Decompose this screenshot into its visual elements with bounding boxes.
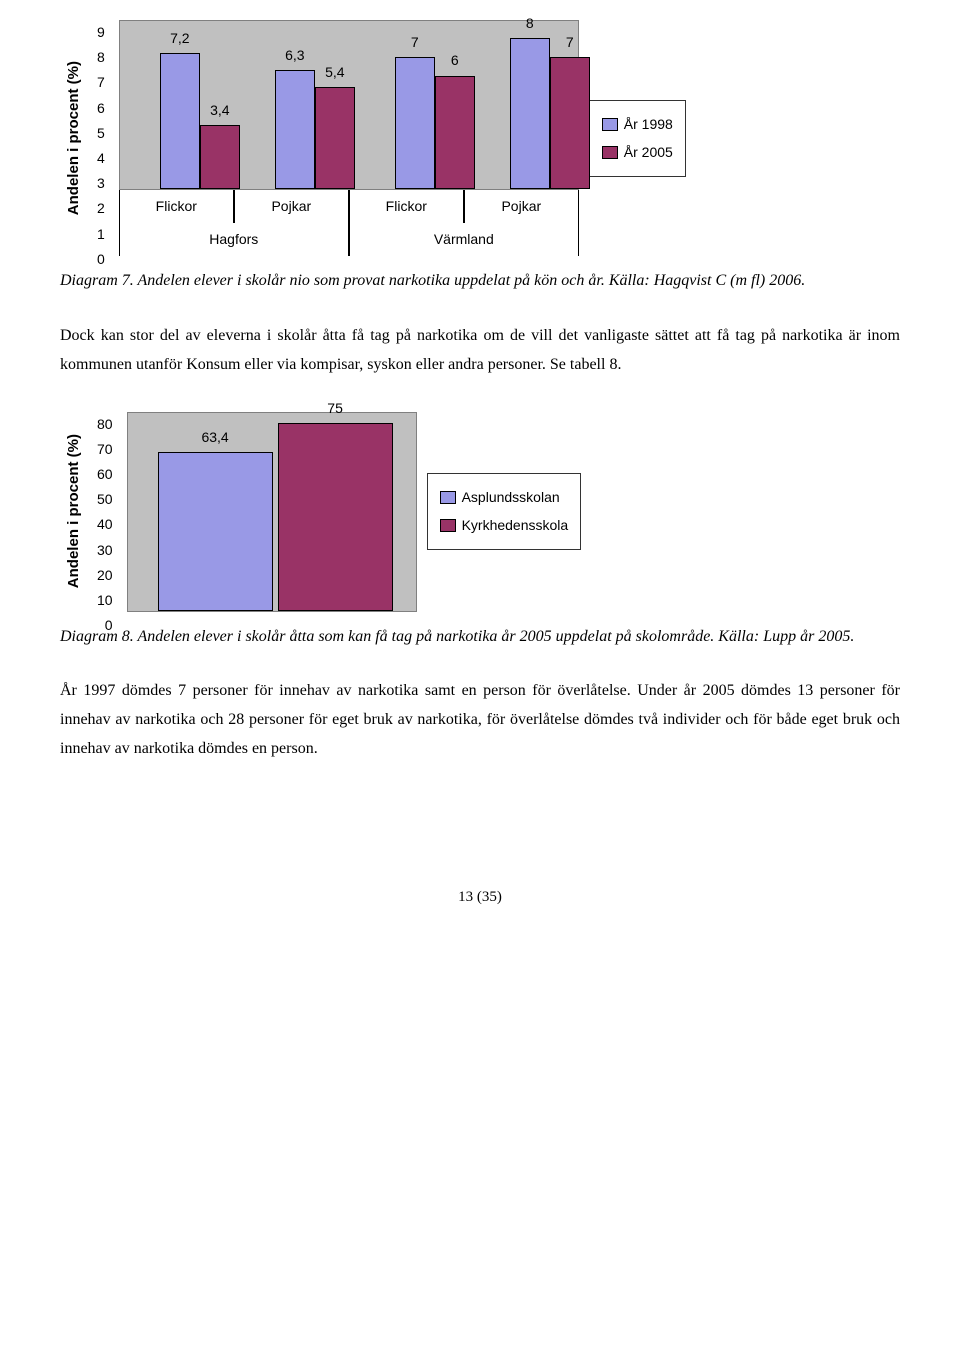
chart1-legend: År 1998 År 2005 (589, 100, 686, 177)
page-number: 13 (35) (60, 884, 900, 911)
chart1-category-label: Pojkar (464, 190, 579, 223)
chart1-bar (510, 38, 550, 189)
chart1-yticks: 9876543210 (97, 20, 109, 190)
paragraph-1: Dock kan stor del av eleverna i skolår å… (60, 322, 900, 380)
chart2-legend: Asplundsskolan Kyrkhedensskola (427, 473, 582, 550)
chart2-legend-item: Asplundsskolan (440, 485, 569, 510)
legend-swatch (602, 146, 618, 159)
legend-label: År 1998 (624, 112, 673, 137)
legend-label: Asplundsskolan (462, 485, 560, 510)
chart1-bar (200, 125, 240, 189)
chart1-plot: 7,23,46,35,47687 (119, 20, 579, 190)
chart1-category-label: Flickor (349, 190, 464, 223)
legend-label: Kyrkhedensskola (462, 513, 569, 538)
chart1-bar-label: 8 (526, 11, 534, 36)
caption-2: Diagram 8. Andelen elever i skolår åtta … (60, 624, 900, 650)
chart2-bar-label: 75 (327, 396, 343, 421)
chart1-category-label: Flickor (119, 190, 234, 223)
chart1-group-label: Hagfors (119, 223, 349, 256)
legend-label: År 2005 (624, 140, 673, 165)
chart2-yticks: 80706050403020100 (97, 412, 117, 612)
chart1-bar (435, 76, 475, 189)
caption-1: Diagram 7. Andelen elever i skolår nio s… (60, 268, 900, 294)
chart1-legend-item: År 2005 (602, 140, 673, 165)
chart1-bar (160, 53, 200, 189)
chart-2: Andelen i procent (%) 80706050403020100 … (60, 412, 900, 612)
chart-1: Andelen i procent (%) 9876543210 7,2 3,4 6… (60, 20, 900, 256)
chart1-bar (550, 57, 590, 189)
chart2-legend-item: Kyrkhedensskola (440, 513, 569, 538)
chart1-bar-label: 3,4 (210, 98, 229, 123)
chart1-ylabel: Andelen i procent (%) (60, 61, 87, 215)
chart1-bar-label: 7,2 (170, 26, 189, 51)
chart2-bar (278, 423, 393, 611)
chart1-bar (395, 57, 435, 189)
chart1-group-label: Värmland (349, 223, 579, 256)
chart1-legend-item: År 1998 (602, 112, 673, 137)
chart1-category-label: Pojkar (234, 190, 349, 223)
chart2-ylabel: Andelen i procent (%) (60, 434, 87, 588)
chart1-bar (275, 70, 315, 189)
chart1-bar-label: 7 (566, 30, 574, 55)
paragraph-2: År 1997 dömdes 7 personer för innehav av… (60, 677, 900, 763)
chart1-bar (315, 87, 355, 189)
chart1-bar-label: 7 (411, 30, 419, 55)
chart2-bar-label: 63,4 (201, 425, 228, 450)
chart1-xaxis: FlickorPojkarFlickorPojkarHagforsVärmlan… (119, 190, 579, 256)
legend-swatch (602, 118, 618, 131)
chart2-bar (158, 452, 273, 611)
chart2-plot: 63,475 (127, 412, 417, 612)
legend-swatch (440, 519, 456, 532)
chart1-bar-label: 6,3 (285, 43, 304, 68)
chart1-bar-label: 6 (451, 48, 459, 73)
chart1-bar-label: 5,4 (325, 60, 344, 85)
legend-swatch (440, 491, 456, 504)
